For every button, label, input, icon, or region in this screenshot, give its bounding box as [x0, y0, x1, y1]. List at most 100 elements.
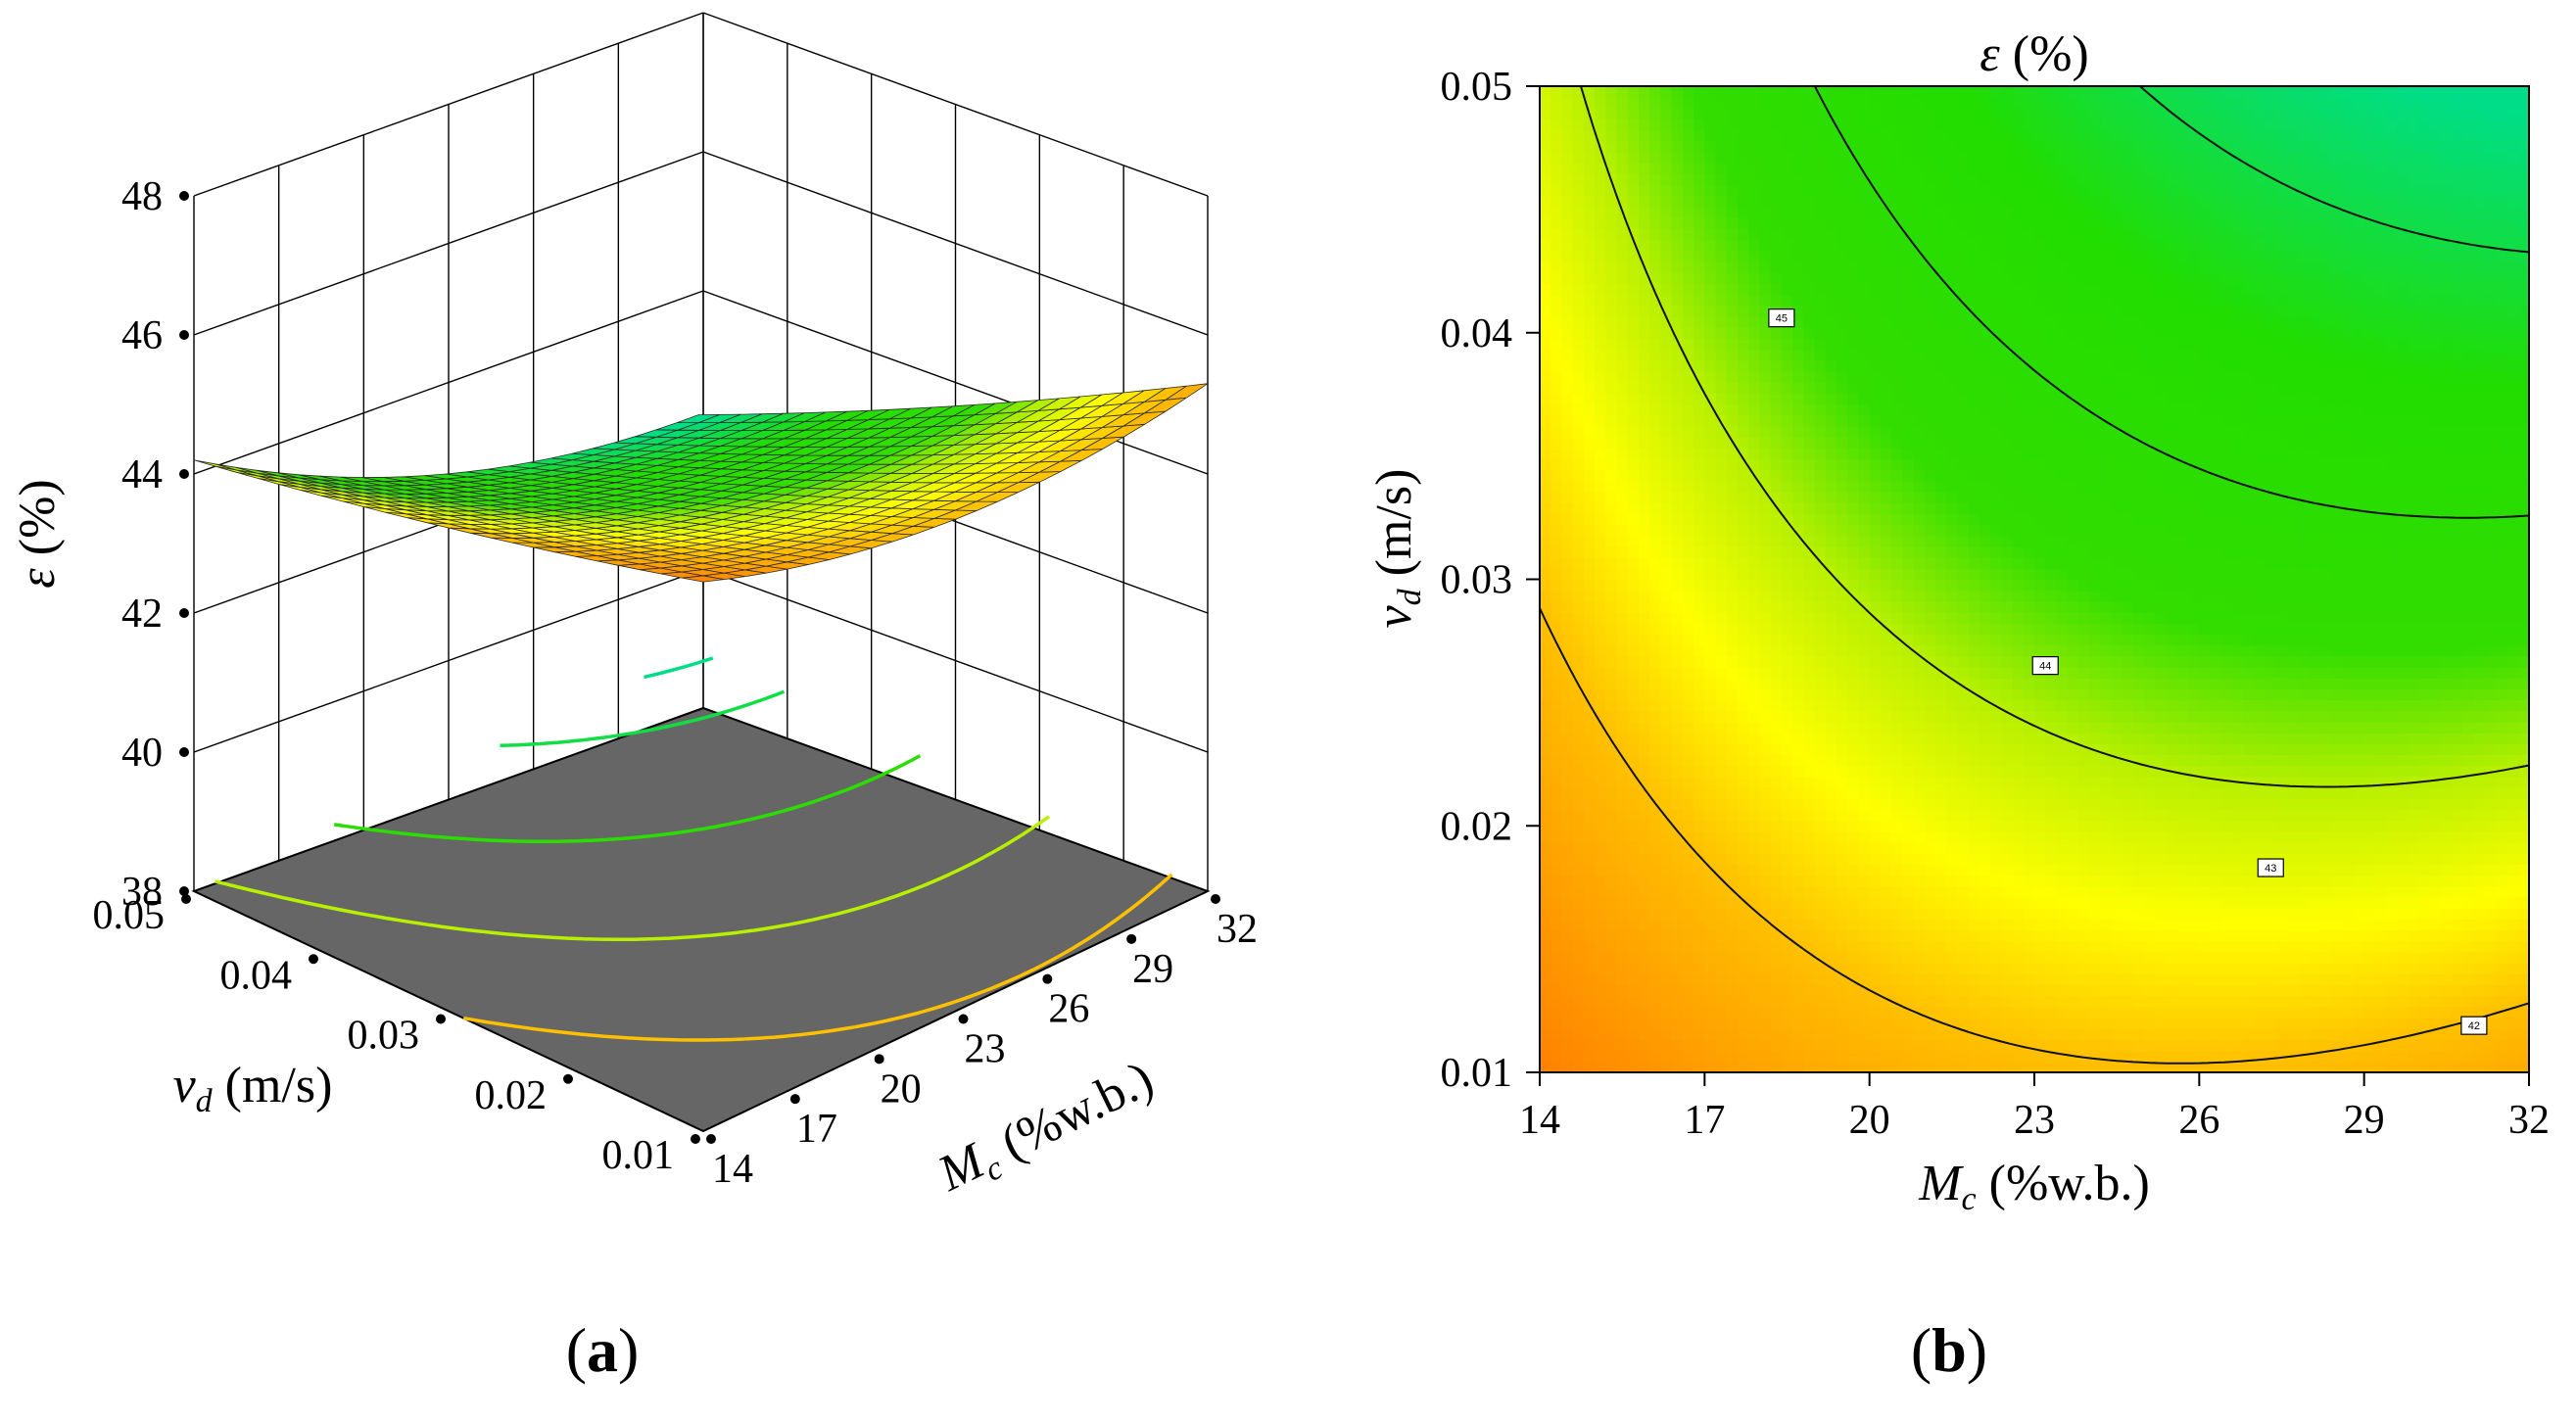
heat-cell — [1759, 163, 1772, 175]
heat-cell — [1616, 842, 1629, 854]
heat-cell — [1990, 1061, 2002, 1073]
heat-cell — [1616, 963, 1629, 974]
heat-cell — [1595, 97, 1606, 109]
heat-cell — [1837, 382, 1848, 394]
heat-cell — [1639, 973, 1650, 986]
heat-cell — [1627, 469, 1640, 482]
heat-cell — [1715, 754, 1728, 767]
heat-cell — [1814, 414, 1827, 427]
heat-cell — [1781, 393, 1793, 405]
heat-cell — [1946, 1039, 1959, 1052]
heat-cell — [1605, 294, 1618, 307]
heat-cell — [1957, 590, 1970, 602]
heat-cell — [1726, 951, 1739, 964]
heat-cell — [2023, 86, 2035, 98]
heat-cell — [1550, 842, 1563, 854]
heat-cell — [1605, 272, 1618, 284]
heat-cell — [1682, 448, 1694, 460]
heat-cell — [1957, 382, 1970, 394]
heat-cell — [1781, 458, 1793, 471]
heat-cell — [1880, 951, 1892, 964]
heat-cell — [1616, 885, 1629, 898]
heat-cell — [1946, 864, 1959, 876]
heat-cell — [2001, 425, 2014, 438]
heat-cell — [1605, 1028, 1618, 1041]
heat-cell — [2034, 173, 2046, 186]
heat-cell — [1902, 995, 1915, 1008]
heat-cell — [1792, 458, 1804, 471]
heat-cell — [1770, 359, 1783, 372]
heat-cell — [1627, 97, 1640, 109]
heat-cell — [2023, 513, 2035, 526]
heat-cell — [1946, 217, 1959, 230]
heat-cell — [1814, 437, 1827, 449]
floor-contour-line — [333, 754, 922, 843]
heat-cell — [1639, 590, 1650, 602]
heat-cell — [1561, 535, 1574, 547]
heat-cell — [1649, 940, 1662, 953]
heat-cell — [1660, 261, 1673, 273]
heat-cell — [1693, 655, 1705, 668]
heat-cell — [2056, 721, 2069, 734]
heat-cell — [1704, 951, 1717, 964]
heat-cell — [1770, 875, 1783, 887]
heat-cell — [1792, 294, 1804, 307]
heat-cell — [1726, 239, 1739, 252]
heat-cell — [2045, 97, 2058, 109]
heat-cell — [1605, 425, 1618, 438]
heat-cell — [1550, 743, 1563, 756]
heat-cell — [2001, 1028, 2014, 1041]
heat-cell — [1748, 600, 1761, 613]
heat-cell — [1561, 140, 1574, 153]
heat-cell — [1693, 491, 1705, 503]
heat-cell — [1891, 776, 1903, 788]
heat-cell — [1639, 370, 1650, 383]
heat-cell — [2056, 283, 2069, 296]
heat-cell — [2023, 382, 2035, 394]
heat-cell — [2001, 951, 2014, 964]
heat-cell — [2012, 842, 2025, 854]
heat-cell — [1803, 600, 1816, 613]
heat-cell — [1946, 644, 1959, 657]
heat-cell — [1550, 765, 1563, 778]
heat-cell — [2001, 600, 2014, 613]
heat-cell — [1572, 513, 1585, 526]
heat-cell — [1869, 315, 1882, 328]
heat-cell — [2001, 655, 2014, 668]
heat-cell — [1990, 809, 2002, 822]
heat-cell — [1924, 864, 1936, 876]
heat-cell — [1902, 448, 1915, 460]
right-wall-hline — [702, 290, 1209, 475]
heat-cell — [1770, 864, 1783, 876]
heat-cell — [1605, 623, 1618, 636]
heat-cell — [1561, 393, 1574, 405]
heat-cell — [1583, 152, 1596, 164]
heat-cell — [1957, 152, 1970, 164]
heat-cell — [1770, 184, 1783, 197]
heat-cell — [1704, 864, 1717, 876]
heat-cell — [1649, 437, 1662, 449]
heat-cell — [1968, 491, 1980, 503]
heat-cell — [1990, 97, 2002, 109]
heat-cell — [1880, 820, 1892, 832]
heat-cell — [1946, 634, 1959, 646]
heat-cell — [2045, 228, 2058, 241]
heat-cell — [2034, 688, 2046, 701]
heat-cell — [2001, 743, 2014, 756]
heat-cell — [1759, 382, 1772, 394]
heat-cell — [1660, 688, 1673, 701]
heat-cell — [1825, 557, 1837, 569]
heat-cell — [1540, 173, 1551, 186]
heat-cell — [2034, 458, 2046, 471]
z-axis-title-symbol: ε — [10, 568, 66, 589]
heat-cell — [1748, 152, 1761, 164]
heat-cell — [1770, 908, 1783, 920]
heat-cell — [1869, 228, 1882, 241]
heat-cell — [1869, 634, 1882, 646]
heat-cell — [1913, 875, 1926, 887]
heat-cell — [2001, 359, 2014, 372]
heat-cell — [1693, 173, 1705, 186]
heat-cell — [1682, 908, 1694, 920]
heat-cell — [1902, 97, 1915, 109]
heat-cell — [1583, 250, 1596, 262]
